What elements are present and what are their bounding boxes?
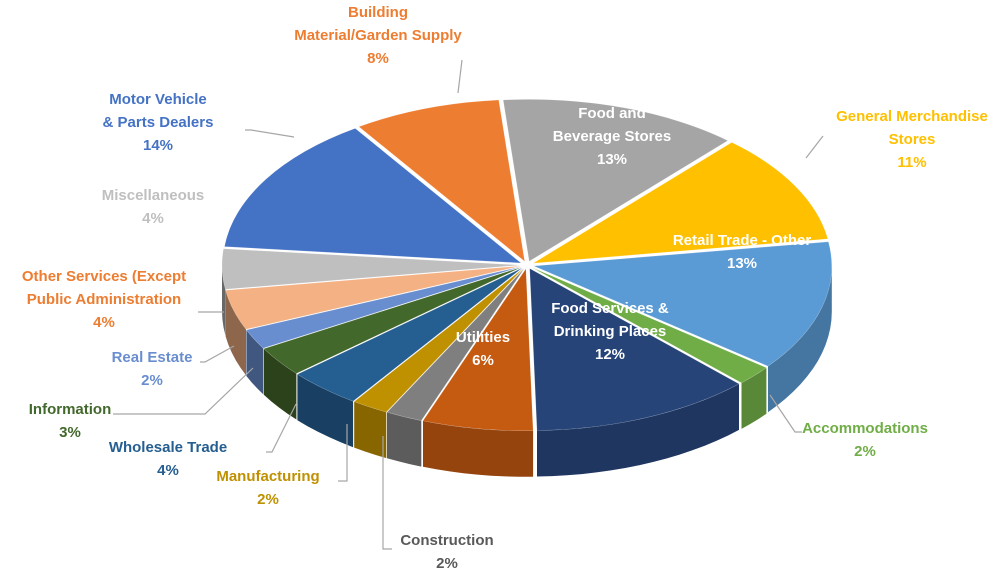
leader-line-building-material-garden-supply [457,59,463,94]
label-utilities: Utilities 6% [456,329,510,369]
leader-line-accommodations [769,394,802,433]
side-wall-wholesale-trade [297,374,354,448]
slice-wholesale-trade [296,267,523,402]
slice-name-label: Motor Vehicle [109,91,207,108]
label-accommodations: Accommodations 2% [802,420,928,460]
leader-lines [113,59,824,550]
label-retail-trade-other: Retail Trade - Other 13% [673,232,812,272]
side-wall-other-services-except-public-administration [225,290,246,376]
slice-name-label: Accommodations [802,420,928,437]
slice-other-services-except-public-administration [225,265,521,330]
slice-value-label: 4% [142,210,164,227]
slice-value-label: 2% [141,372,163,389]
slice-value-label: 13% [597,151,627,168]
label-information: Information 3% [29,401,112,441]
label-general-merchandise-stores: General Merchandise Stores 11% [836,108,988,171]
slice-name-label: Building [348,4,408,21]
side-wall-construction [387,412,422,467]
slice-building-material-garden-supply [358,99,526,263]
pie-side-walls [222,265,832,477]
slice-name-label: Real Estate [112,349,193,366]
label-real-estate: Real Estate 2% [112,349,193,389]
slice-value-label: 12% [595,346,625,363]
slice-name-label: Information [29,401,112,418]
leader-line-real-estate [200,345,235,363]
slice-name-label: Stores [889,131,936,148]
slice-name-label: Public Administration [27,291,181,308]
slice-value-label: 8% [367,50,389,67]
slice-information [263,266,522,374]
leader-line-wholesale-trade [266,403,297,453]
slice-real-estate [245,266,521,349]
slice-value-label: 2% [436,555,458,572]
slice-motor-vehicle-parts-dealers [224,128,522,264]
slice-name-label: Food and [578,105,646,122]
side-wall-food-services-drinking-places [537,383,739,477]
slice-labels: Food and Beverage Stores 13% General Mercha… [22,4,988,572]
slice-value-label: 2% [854,443,876,460]
leader-line-manufacturing [338,424,348,482]
slice-name-label: Wholesale Trade [109,439,227,456]
label-other-services-except-public-administration: Other Services (Except Public Administrat… [22,268,186,331]
slice-name-label: Miscellaneous [102,187,205,204]
slice-name-label: Drinking Places [554,323,667,340]
label-building-material-garden-supply: Building Material/Garden Supply 8% [294,4,462,67]
slice-construction [386,268,525,421]
label-wholesale-trade: Wholesale Trade 4% [109,439,227,479]
side-wall-manufacturing [354,401,387,459]
side-wall-retail-trade-other [768,266,832,413]
slice-value-label: 3% [59,424,81,441]
side-wall-accommodations [741,367,767,429]
pie-top-faces [221,99,833,432]
slice-value-label: 11% [897,154,926,171]
side-wall-miscellaneous [222,265,226,336]
slice-value-label: 6% [472,352,494,369]
label-construction: Construction 2% [400,532,493,572]
slice-food-and-beverage-stores [502,99,729,262]
label-food-services-drinking-places: Food Services & Drinking Places 12% [551,300,669,363]
slice-value-label: 14% [143,137,173,154]
slice-name-label: Material/Garden Supply [294,27,462,44]
slice-value-label: 4% [157,462,179,479]
leader-line-information [113,367,254,415]
label-miscellaneous: Miscellaneous 4% [102,187,205,227]
slice-value-label: 2% [257,491,279,508]
slice-food-services-drinking-places [529,267,740,431]
slice-name-label: Retail Trade - Other [673,232,812,249]
slice-miscellaneous [221,248,521,290]
side-wall-utilities [423,420,534,477]
slice-name-label: General Merchandise [836,108,988,125]
slice-value-label: 13% [727,255,757,272]
slice-utilities [422,267,534,432]
slice-value-label: 4% [93,314,115,331]
slice-name-label: Beverage Stores [553,128,671,145]
slice-name-label: Other Services (Except [22,268,186,285]
label-motor-vehicle-parts-dealers: Motor Vehicle & Parts Dealers 14% [103,91,214,154]
label-manufacturing: Manufacturing 2% [216,468,319,508]
slice-name-label: Manufacturing [216,468,319,485]
leader-line-general-merchandise-stores [805,135,824,159]
slice-name-label: Food Services & [551,300,669,317]
slice-general-merchandise-stores [533,142,829,264]
side-wall-information [263,348,297,420]
slice-retail-trade-other [533,241,833,367]
side-wall-real-estate [246,330,264,395]
slice-name-label: & Parts Dealers [103,114,214,131]
slice-name-label: Construction [400,532,493,549]
label-food-and-beverage-stores: Food and Beverage Stores 13% [553,105,671,168]
leader-line-motor-vehicle-parts-dealers [245,129,295,138]
slice-accommodations [532,267,768,384]
slice-name-label: Utilities [456,329,510,346]
slice-manufacturing [353,268,524,413]
leader-line-construction [382,436,392,550]
